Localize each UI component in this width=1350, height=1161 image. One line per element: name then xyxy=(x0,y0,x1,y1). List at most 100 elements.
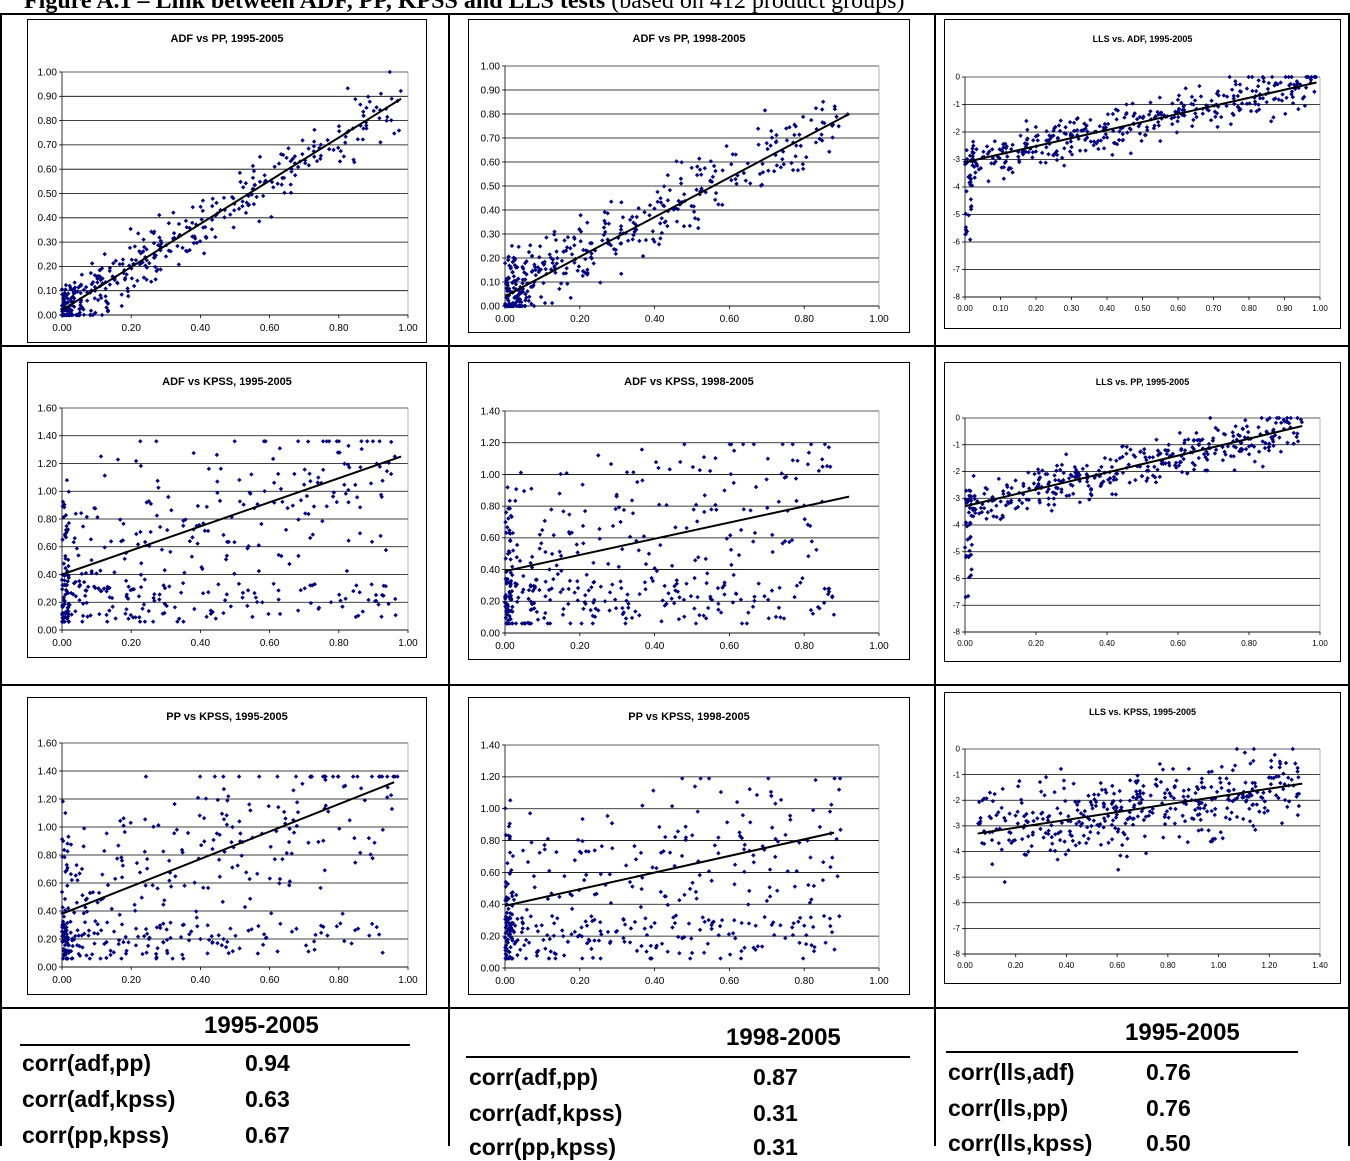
data-point xyxy=(1291,430,1296,436)
data-point xyxy=(366,835,372,841)
data-point xyxy=(834,114,839,119)
data-point xyxy=(65,937,71,942)
data-point xyxy=(705,571,710,576)
data-point xyxy=(610,845,615,851)
data-point xyxy=(773,614,779,620)
data-point xyxy=(140,606,145,611)
data-point xyxy=(215,490,220,496)
data-point xyxy=(644,932,650,938)
data-point xyxy=(713,190,719,196)
data-point xyxy=(829,802,834,807)
data-point xyxy=(1259,415,1264,421)
chart-title: ADF vs PP, 1998-2005 xyxy=(633,33,746,45)
data-point xyxy=(806,450,812,455)
data-point xyxy=(302,158,308,163)
data-point xyxy=(507,834,513,839)
data-point xyxy=(508,798,513,803)
data-point xyxy=(62,942,68,948)
data-point xyxy=(223,944,229,950)
y-tick-label: 1.20 xyxy=(481,438,501,449)
data-point xyxy=(1024,818,1029,824)
data-point xyxy=(507,621,512,626)
data-point xyxy=(84,953,89,958)
y-tick-label: 0.90 xyxy=(481,85,501,96)
data-point xyxy=(374,105,379,110)
data-point xyxy=(92,505,97,511)
trend-line xyxy=(504,831,835,907)
data-point xyxy=(810,808,816,813)
data-point xyxy=(542,847,547,852)
data-point xyxy=(517,558,523,564)
data-point xyxy=(1032,471,1037,477)
data-point xyxy=(353,96,358,102)
data-point xyxy=(990,147,995,152)
data-point xyxy=(214,200,219,206)
data-point xyxy=(60,925,65,930)
data-point xyxy=(172,605,178,610)
data-point xyxy=(687,886,693,892)
data-point xyxy=(1219,764,1224,770)
data-point xyxy=(654,865,659,871)
data-point xyxy=(541,937,546,943)
data-point xyxy=(1166,442,1171,447)
data-point xyxy=(1278,761,1283,766)
data-point xyxy=(689,936,694,941)
data-point xyxy=(1263,440,1268,446)
data-point xyxy=(1164,809,1170,814)
data-point xyxy=(1021,481,1026,486)
data-point xyxy=(549,507,554,512)
data-point xyxy=(304,493,310,499)
data-point xyxy=(1232,468,1237,473)
data-point xyxy=(294,823,300,829)
data-point xyxy=(503,806,508,811)
y-tick-label: 1.40 xyxy=(38,431,58,442)
data-point xyxy=(790,458,795,463)
data-point xyxy=(124,607,129,612)
data-point xyxy=(346,538,351,543)
scatter-plot-svg: ADF vs PP, 1998-20050.000.100.200.300.40… xyxy=(481,33,890,325)
data-point xyxy=(1055,806,1060,811)
data-point xyxy=(318,153,324,158)
data-point xyxy=(216,857,222,862)
data-point xyxy=(1110,818,1116,823)
data-point xyxy=(506,254,511,259)
data-point xyxy=(1277,765,1282,770)
data-point xyxy=(72,280,77,285)
data-point xyxy=(1243,780,1248,785)
data-point xyxy=(751,853,756,858)
data-point xyxy=(199,843,204,848)
data-point xyxy=(277,881,282,886)
data-point xyxy=(663,834,668,840)
data-point xyxy=(642,580,648,585)
y-tick-label: 1.20 xyxy=(481,772,501,783)
data-point xyxy=(720,202,725,208)
data-point xyxy=(211,837,216,843)
data-point xyxy=(320,467,326,472)
data-point xyxy=(583,919,588,924)
data-point xyxy=(529,486,534,491)
data-point xyxy=(164,927,169,932)
data-point xyxy=(658,889,663,895)
chart-title: LLS vs. PP, 1995-2005 xyxy=(1096,377,1189,387)
data-point xyxy=(294,800,300,805)
data-point xyxy=(557,491,562,496)
data-point xyxy=(777,585,782,590)
data-point xyxy=(665,949,670,954)
data-point xyxy=(555,571,561,577)
corr-value: 0.67 xyxy=(245,1122,290,1148)
data-point xyxy=(257,179,263,184)
y-tick-label: 0.10 xyxy=(481,277,501,288)
data-point xyxy=(1085,473,1090,478)
data-point xyxy=(667,850,673,855)
data-point xyxy=(1261,79,1267,84)
data-point xyxy=(1231,93,1236,99)
data-point xyxy=(627,940,633,945)
data-point xyxy=(610,523,616,529)
corr-label: corr(pp,kpss) xyxy=(469,1134,616,1160)
data-point xyxy=(1296,106,1301,112)
data-point xyxy=(176,262,182,267)
data-point xyxy=(643,586,648,592)
data-point xyxy=(774,163,780,168)
data-point xyxy=(778,615,783,620)
data-point xyxy=(1313,74,1318,80)
